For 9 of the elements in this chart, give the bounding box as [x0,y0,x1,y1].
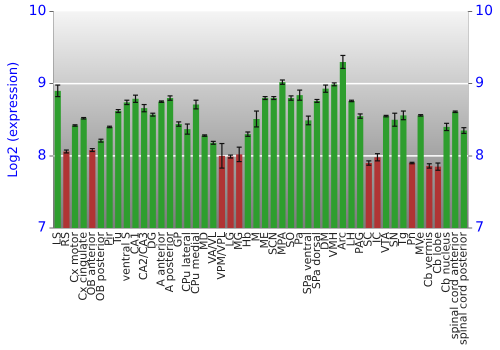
y-tick-label: 9 [37,75,46,92]
y-tick-label: 8 [37,147,46,164]
y2-tick-label: 8 [475,147,484,164]
y-tick-label: 7 [37,220,46,236]
y-axis-title: Log2 (expression) [6,62,22,178]
y-tick-label: 10 [28,3,46,20]
y2-tick-label: 10 [475,3,494,20]
y2-tick-label: 7 [475,220,484,236]
y2-tick-label: 9 [475,75,484,92]
